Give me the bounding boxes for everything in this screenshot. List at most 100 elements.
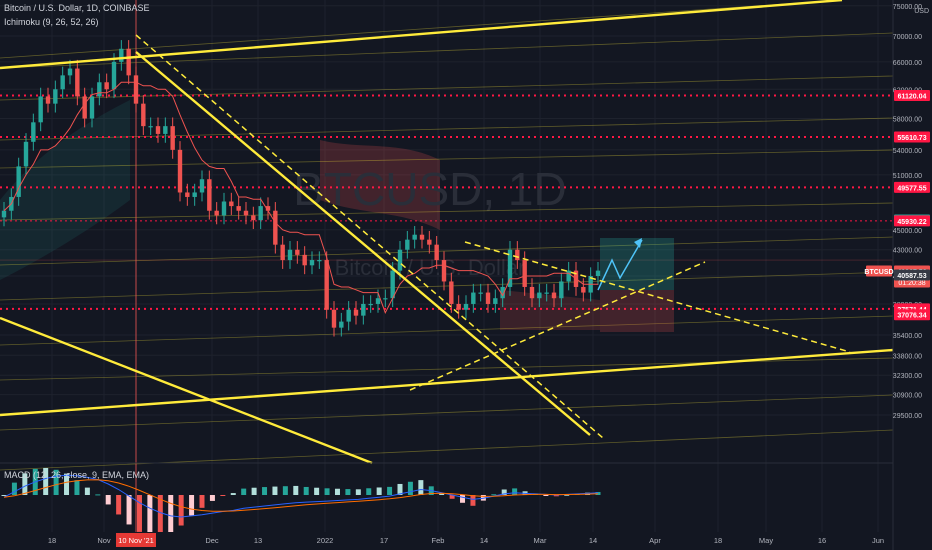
candle-body-41 bbox=[302, 254, 307, 266]
candle-body-69 bbox=[507, 249, 513, 287]
y-tick-12: 33800.00 bbox=[893, 353, 922, 360]
candle-body-31 bbox=[229, 201, 234, 207]
candle-body-21 bbox=[155, 126, 161, 134]
macd-bar-1 bbox=[11, 482, 17, 495]
candle-body-11 bbox=[82, 96, 87, 119]
macd-bar-13 bbox=[136, 495, 142, 532]
candle-body-62 bbox=[456, 303, 461, 310]
candle-body-26 bbox=[192, 192, 197, 197]
candle-body-63 bbox=[463, 303, 469, 310]
candle-body-60 bbox=[441, 260, 447, 282]
candle-body-73 bbox=[537, 292, 542, 299]
signal-line bbox=[3, 479, 599, 512]
candle-body-22 bbox=[163, 126, 168, 134]
macd-bar-14 bbox=[147, 495, 153, 536]
macd-bar-39 bbox=[407, 481, 413, 495]
candle-body-7 bbox=[53, 89, 58, 104]
macd-bar-40 bbox=[418, 480, 424, 495]
y-tick-14: 30900.00 bbox=[893, 393, 922, 400]
macd-bar-4 bbox=[43, 467, 49, 495]
x-tick-10: 14 bbox=[589, 536, 597, 545]
candle-body-19 bbox=[141, 103, 146, 127]
price-label-bg-0 bbox=[894, 90, 930, 102]
candle-body-28 bbox=[207, 179, 212, 211]
tenkan-line bbox=[3, 0, 598, 550]
y-tick-2: 66000.00 bbox=[893, 60, 922, 67]
macd-bar-21 bbox=[220, 495, 226, 496]
macd-bar-6 bbox=[64, 473, 70, 495]
candle-body-72 bbox=[529, 286, 535, 299]
x-axis: 18 Nov 10 Nov '21 Dec 13 2022 17 Feb 14 Mar 14 Apr 1… bbox=[0, 532, 932, 550]
candle-body-4 bbox=[31, 122, 36, 142]
macd-bar-16 bbox=[168, 495, 174, 533]
candle-body-57 bbox=[419, 234, 425, 240]
projection-arrowhead bbox=[634, 238, 642, 248]
symbol-tag-bg bbox=[866, 265, 892, 277]
candle-body-51 bbox=[375, 298, 381, 304]
candle-body-40 bbox=[295, 249, 300, 255]
cloud-green bbox=[0, 100, 130, 280]
macd-bar-17 bbox=[178, 495, 184, 526]
candle-body-39 bbox=[287, 249, 293, 261]
candle-body-49 bbox=[361, 303, 366, 316]
macd-bar-52 bbox=[543, 495, 549, 496]
candle-body-46 bbox=[339, 321, 344, 328]
candle-body-3 bbox=[23, 141, 29, 167]
horizontal-levels bbox=[0, 94, 893, 310]
candle-body-44 bbox=[324, 260, 329, 310]
tenkan-polyline bbox=[3, 81, 598, 314]
trendlines bbox=[0, 0, 894, 465]
macd-bar-18 bbox=[189, 495, 195, 516]
x-tick-0: 18 bbox=[48, 536, 56, 545]
y-tick-4: 58000.00 bbox=[893, 117, 922, 124]
candle-body-14 bbox=[104, 82, 109, 90]
macd-bar-22 bbox=[230, 493, 236, 495]
x-tick-12: 18 bbox=[714, 536, 722, 545]
candle-body-59 bbox=[434, 244, 439, 261]
symbol-legend[interactable]: Bitcoin / U.S. Dollar, 1D, COINBASE bbox=[4, 3, 150, 13]
macd-bar-43 bbox=[449, 495, 455, 499]
candle-body-64 bbox=[471, 292, 476, 304]
candle-body-10 bbox=[75, 68, 80, 97]
y-tick-6: 51000.00 bbox=[893, 173, 922, 180]
candle-body-45 bbox=[331, 309, 337, 328]
candle-body-77 bbox=[566, 270, 571, 282]
candle-body-76 bbox=[559, 281, 564, 299]
dashed-trendline-0 bbox=[135, 34, 604, 439]
watermark-symbol: BTCUSD, 1D bbox=[293, 163, 566, 215]
ichimoku-legend[interactable]: Ichimoku (9, 26, 52, 26) bbox=[4, 17, 99, 27]
candle-body-53 bbox=[390, 270, 395, 299]
y-tick-7: 45000.00 bbox=[893, 228, 922, 235]
dashed-trendline-2 bbox=[409, 261, 706, 391]
candle-body-56 bbox=[412, 234, 417, 240]
candle-body-47 bbox=[346, 309, 351, 322]
cloud-red-2 bbox=[500, 290, 600, 330]
candle-body-27 bbox=[199, 179, 205, 193]
channel-line-10 bbox=[0, 394, 894, 431]
symbol-tag: BTCUSD bbox=[864, 269, 893, 276]
candle-body-67 bbox=[493, 298, 498, 304]
macd-bar-48 bbox=[501, 489, 507, 495]
macd-bar-53 bbox=[553, 495, 559, 497]
candle-body-75 bbox=[551, 292, 557, 299]
trendline-1 bbox=[0, 316, 373, 465]
x-tick-11: Apr bbox=[649, 536, 661, 545]
price-label-bg-2 bbox=[894, 181, 930, 193]
macd-bar-38 bbox=[397, 483, 403, 495]
macd-bar-23 bbox=[241, 488, 247, 495]
macd-bar-30 bbox=[314, 487, 320, 495]
x-tick-6: 17 bbox=[380, 536, 388, 545]
macd-bar-27 bbox=[282, 486, 288, 495]
candle-body-32 bbox=[236, 206, 241, 211]
macd-bar-42 bbox=[439, 493, 445, 495]
macd-legend[interactable]: MACD (12, 26, close, 9, EMA, EMA) bbox=[4, 470, 150, 480]
x-tick-2: 10 Nov '21 bbox=[118, 536, 154, 545]
price-label-1: 55610.73 bbox=[897, 135, 926, 142]
cloud-red bbox=[320, 140, 440, 230]
macd-bar-10 bbox=[105, 495, 111, 505]
candle-body-54 bbox=[397, 249, 403, 271]
price-axis[interactable]: 75000.0070000.0066000.0062000.0058000.00… bbox=[864, 0, 932, 550]
macd-bar-33 bbox=[345, 489, 351, 495]
